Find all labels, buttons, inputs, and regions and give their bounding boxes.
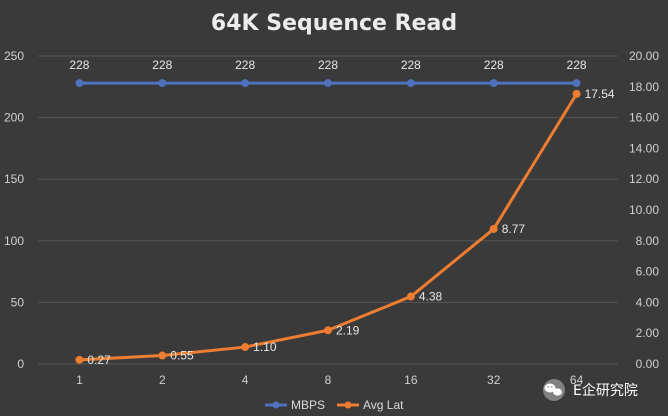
right-axis-tick-label: 2.00 (636, 326, 660, 340)
right-axis-tick-label: 0.00 (636, 357, 660, 371)
data-point (572, 79, 581, 88)
data-label: 2.19 (336, 323, 360, 337)
data-label: 4.38 (419, 290, 443, 304)
legend-label: MBPS (291, 398, 325, 412)
legend-swatch-marker (344, 401, 352, 409)
left-axis-tick-label: 100 (4, 234, 24, 248)
legend: MBPS Avg Lat (265, 398, 404, 412)
data-label: 228 (69, 58, 89, 72)
left-axis-tick-label: 200 (4, 111, 24, 125)
right-axis-tick-label: 16.00 (629, 111, 659, 125)
grid (38, 55, 618, 365)
data-label: 228 (152, 58, 172, 72)
data-point (158, 351, 167, 360)
left-axis-tick-label: 0 (17, 357, 24, 371)
legend-item: MBPS (265, 398, 325, 412)
data-label: 0.27 (87, 353, 111, 367)
x-axis-tick-label: 1 (76, 373, 83, 387)
legend-swatch-marker (272, 401, 280, 409)
data-point (75, 355, 84, 364)
data-point (241, 343, 250, 352)
data-label: 0.55 (170, 349, 194, 363)
right-axis-tick-label: 4.00 (636, 295, 660, 309)
x-axis-tick-label: 16 (404, 373, 418, 387)
right-axis-tick-label: 12.00 (629, 172, 659, 186)
right-axis: 0.00 2.00 4.00 6.00 8.00 10.00 12.00 14.00 16.00… (629, 49, 659, 371)
x-axis-tick-label: 2 (159, 373, 166, 387)
left-axis-tick-label: 150 (4, 172, 24, 186)
series-avg-lat: 0.27 0.55 1.10 2.19 4.38 8.77 17.54 (75, 87, 615, 367)
data-label: 1.10 (253, 340, 277, 354)
series-mbps: 228 228 228 228 228 228 228 (69, 58, 587, 88)
wechat-icon (543, 379, 565, 401)
right-axis-tick-label: 20.00 (629, 49, 659, 63)
data-point (489, 79, 498, 88)
legend-item: Avg Lat (337, 398, 404, 412)
watermark: E企研究院 (543, 379, 638, 401)
data-point (158, 79, 167, 88)
right-axis-tick-label: 6.00 (636, 265, 660, 279)
chart-title: 64K Sequence Read (211, 11, 457, 36)
right-axis-tick-label: 8.00 (636, 234, 660, 248)
data-label: 228 (318, 58, 338, 72)
data-point (324, 79, 332, 88)
right-axis-tick-label: 14.00 (629, 141, 659, 155)
data-point (406, 79, 415, 88)
data-point (572, 89, 581, 98)
left-axis-tick-label: 250 (4, 49, 24, 63)
x-axis: 1 2 4 8 16 32 64 (76, 373, 583, 387)
series-layer: 228 228 228 228 228 228 228 0.27 0.55 1.10 2.19 4.3… (69, 58, 615, 367)
data-label: 228 (484, 58, 504, 72)
data-label: 228 (235, 58, 255, 72)
right-axis-tick-label: 18.00 (629, 80, 659, 94)
legend-label: Avg Lat (363, 398, 404, 412)
data-label: 8.77 (502, 222, 526, 236)
right-axis-tick-label: 10.00 (629, 203, 659, 217)
data-label: 17.54 (585, 87, 615, 101)
data-label: 228 (567, 58, 587, 72)
x-axis-tick-label: 4 (242, 373, 249, 387)
left-axis-tick-label: 50 (11, 295, 25, 309)
data-point (75, 79, 84, 88)
data-point (406, 292, 415, 301)
data-point (324, 326, 332, 335)
data-point (241, 79, 250, 88)
x-axis-tick-label: 64 (570, 373, 584, 387)
x-axis-tick-label: 32 (487, 373, 501, 387)
left-axis: 0 50 100 150 200 250 (4, 49, 24, 371)
data-label: 228 (401, 58, 421, 72)
x-axis-tick-label: 8 (325, 373, 332, 387)
watermark-text: E企研究院 (573, 382, 638, 399)
data-point (489, 224, 498, 233)
